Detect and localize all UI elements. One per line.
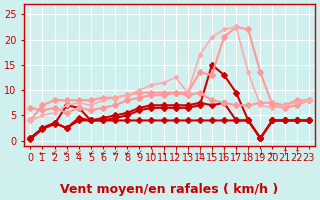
Text: ↑: ↑ — [281, 148, 288, 157]
Text: ↓: ↓ — [172, 148, 179, 157]
Text: ↙: ↙ — [63, 148, 70, 157]
Text: ←: ← — [269, 148, 276, 157]
Text: ↓: ↓ — [233, 148, 240, 157]
Text: ↙: ↙ — [51, 148, 58, 157]
Text: ↓: ↓ — [220, 148, 228, 157]
Text: ↓: ↓ — [148, 148, 155, 157]
Text: ↓: ↓ — [245, 148, 252, 157]
Text: ↓: ↓ — [257, 148, 264, 157]
Text: ↑: ↑ — [293, 148, 300, 157]
Text: ↙: ↙ — [136, 148, 143, 157]
Text: ↙: ↙ — [112, 148, 119, 157]
Text: ↓: ↓ — [184, 148, 191, 157]
Text: ↓: ↓ — [208, 148, 215, 157]
Text: ↙: ↙ — [124, 148, 131, 157]
X-axis label: Vent moyen/en rafales ( km/h ): Vent moyen/en rafales ( km/h ) — [60, 183, 279, 196]
Text: ←: ← — [39, 148, 46, 157]
Text: ↙: ↙ — [87, 148, 94, 157]
Text: ↓: ↓ — [196, 148, 203, 157]
Text: ↙: ↙ — [100, 148, 107, 157]
Text: ↙: ↙ — [75, 148, 82, 157]
Text: ↓: ↓ — [160, 148, 167, 157]
